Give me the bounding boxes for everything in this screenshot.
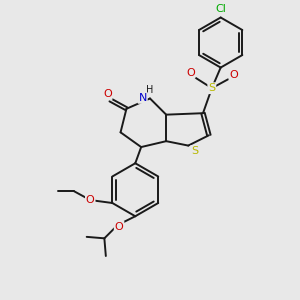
Text: O: O	[230, 70, 238, 80]
Text: S: S	[191, 146, 198, 156]
Text: Cl: Cl	[216, 4, 227, 14]
Text: S: S	[208, 83, 215, 93]
Text: O: O	[186, 68, 195, 78]
Text: H: H	[146, 85, 154, 95]
Text: O: O	[115, 222, 124, 232]
Text: N: N	[139, 93, 147, 103]
Text: O: O	[103, 89, 112, 99]
Text: O: O	[86, 195, 94, 205]
